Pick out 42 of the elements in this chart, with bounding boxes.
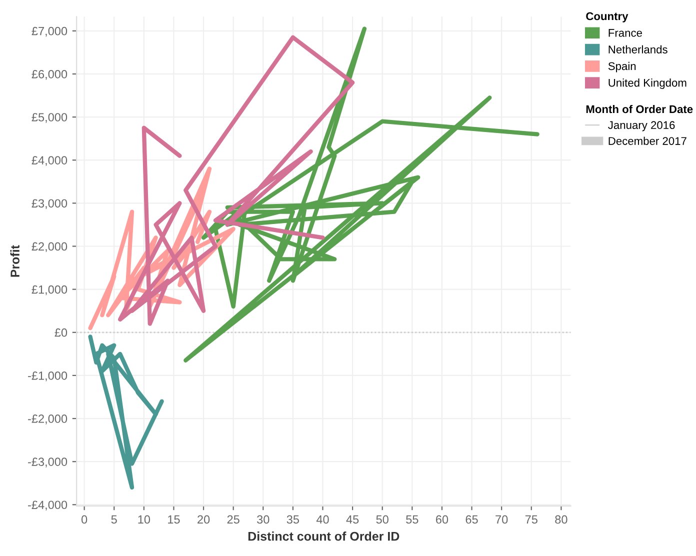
y-tick-label: £4,000 (32, 156, 68, 166)
x-tick-label: 20 (198, 515, 210, 524)
x-tick-label: 10 (138, 515, 150, 524)
y-tick-label: -£4,000 (28, 500, 68, 510)
y-tick-label: £2,000 (32, 242, 68, 252)
text: December 2017 (608, 136, 686, 145)
legend-title: Country (586, 12, 628, 22)
legend-label: United Kingdom (608, 78, 686, 89)
x-tick-label: 30 (257, 515, 270, 524)
line-series (88, 334, 164, 490)
y-tick-label: £6,000 (32, 70, 68, 80)
y-tick-label: -£2,000 (28, 414, 68, 424)
y-tick-label: £1,000 (32, 285, 68, 296)
x-tick-label: 25 (227, 515, 240, 524)
x-tick-label: 45 (346, 515, 359, 524)
x-tick-label: 55 (406, 515, 418, 524)
line-series (184, 26, 540, 362)
legend-label: Netherlands (608, 45, 668, 54)
x-tick-label: 80 (555, 515, 568, 524)
y-tick-label: -£1,000 (28, 371, 68, 382)
x-tick-label: 60 (436, 515, 448, 524)
x-axis-title: Distinct count of Order ID (248, 532, 400, 541)
legend-label: France (608, 29, 642, 37)
x-tick-label: 0 (81, 515, 88, 524)
line-series (118, 35, 355, 326)
text: January 2016 (608, 121, 675, 132)
x-tick-label: 50 (376, 515, 388, 524)
x-tick-label: 35 (286, 515, 300, 524)
y-axis-title: Profit (10, 245, 20, 277)
legend-label: Spain (608, 62, 636, 72)
x-tick-label: 70 (496, 515, 508, 524)
y-tick-label: £5,000 (32, 113, 68, 123)
y-tick-label: £0 (54, 328, 68, 337)
x-tick-label: 40 (316, 515, 329, 524)
y-tick-label: £7,000 (32, 26, 68, 37)
y-tick-label: £3,000 (32, 199, 68, 209)
text: Month of Order Date (586, 104, 693, 114)
x-tick-label: 15 (168, 515, 180, 524)
x-tick-label: 65 (466, 515, 478, 524)
y-tick-label: -£3,000 (28, 458, 68, 468)
x-tick-label: 5 (111, 515, 117, 524)
x-tick-label: 75 (525, 515, 538, 524)
